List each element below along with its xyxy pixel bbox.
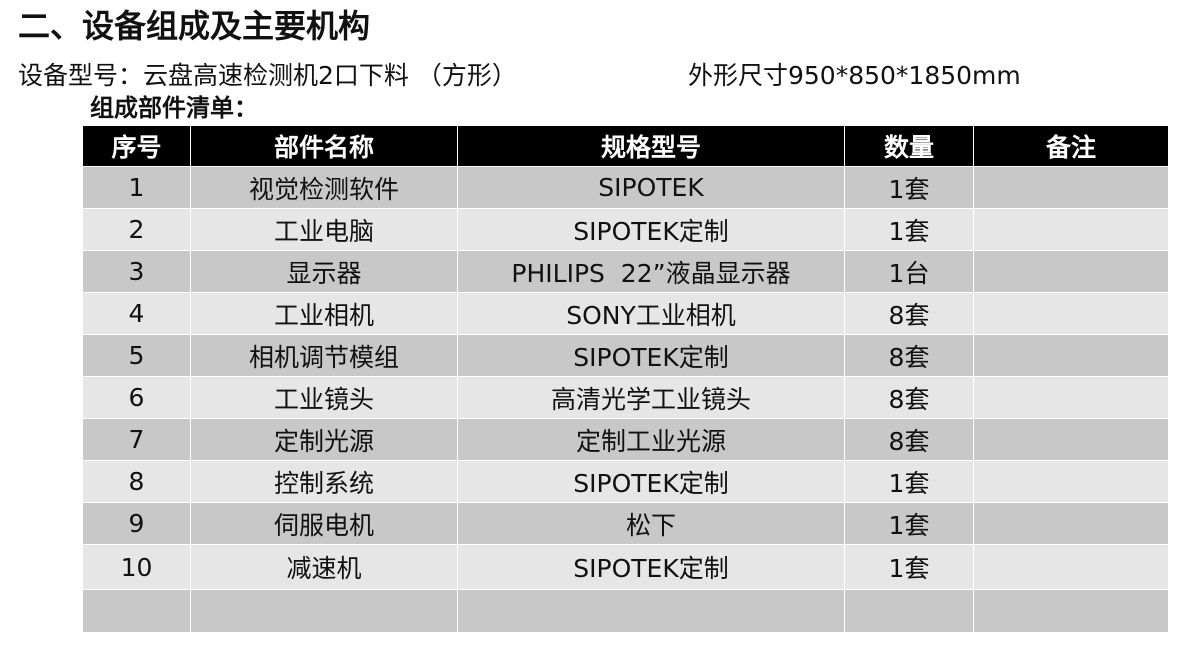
table-row: 9 伺服电机 松下 1套 [82,502,1169,545]
cell-spec: SIPOTEK定制 [457,334,845,377]
cell-spec: 松下 [457,502,845,545]
cell-index: 2 [82,208,191,251]
cell-spec: SIPOTEK定制 [457,208,845,251]
parts-list-title: 组成部件清单： [90,94,258,122]
cell-index: 8 [82,460,191,503]
table-row: 1 视觉检测软件 SIPOTEK 1套 [82,166,1169,209]
cell-part-name: 控制系统 [190,460,458,503]
dimensions-text: 外形尺寸950*850*1850mm [688,61,1021,90]
cell-quantity: 1套 [844,502,974,545]
cell-part-name: 视觉检测软件 [190,166,458,209]
cell-spec: SIPOTEK定制 [457,460,845,503]
cell-remarks [973,292,1169,335]
cell-spec: SIPOTEK [457,166,845,209]
cell-remarks [973,334,1169,377]
table-row-empty [82,589,1169,633]
cell-quantity: 1套 [844,208,974,251]
cell-index: 6 [82,376,191,419]
cell-part-name: 伺服电机 [190,502,458,545]
header-index: 序号 [82,125,191,167]
table-row: 7 定制光源 定制工业光源 8套 [82,418,1169,461]
model-value: 云盘高速检测机2口下料 （方形） [143,61,517,90]
cell-quantity: 1套 [844,460,974,503]
cell-part-name: 显示器 [190,250,458,293]
cell-quantity: 1套 [844,544,974,590]
table-row: 5 相机调节模组 SIPOTEK定制 8套 [82,334,1169,377]
cell-part-name: 工业镜头 [190,376,458,419]
cell-index: 10 [82,544,191,590]
table-row: 8 控制系统 SIPOTEK定制 1套 [82,460,1169,503]
cell-remarks [973,418,1169,461]
cell-index: 5 [82,334,191,377]
cell-remarks [973,460,1169,503]
cell-remarks [973,250,1169,293]
table-row: 4 工业相机 SONY工业相机 8套 [82,292,1169,335]
cell-part-name: 减速机 [190,544,458,590]
header-remarks: 备注 [973,125,1169,167]
cell-spec: SONY工业相机 [457,292,845,335]
cell-part-name: 工业电脑 [190,208,458,251]
cell-remarks [973,589,1169,633]
model-line: 设备型号：云盘高速检测机2口下料 （方形） [18,58,517,94]
cell-spec: 高清光学工业镜头 [457,376,845,419]
cell-index: 7 [82,418,191,461]
cell-spec: PHILIPS 22”液晶显示器 [457,250,845,293]
cell-index: 4 [82,292,191,335]
cell-spec: 定制工业光源 [457,418,845,461]
table-row: 6 工业镜头 高清光学工业镜头 8套 [82,376,1169,419]
cell-quantity: 8套 [844,376,974,419]
cell-part-name: 相机调节模组 [190,334,458,377]
cell-quantity: 8套 [844,418,974,461]
cell-index: 3 [82,250,191,293]
cell-quantity: 8套 [844,334,974,377]
cell-index: 1 [82,166,191,209]
cell-remarks [973,544,1169,590]
header-quantity: 数量 [844,125,974,167]
table-row: 2 工业电脑 SIPOTEK定制 1套 [82,208,1169,251]
cell-remarks [973,208,1169,251]
header-part-name: 部件名称 [190,125,458,167]
cell-remarks [973,502,1169,545]
cell-quantity: 8套 [844,292,974,335]
header-spec: 规格型号 [457,125,845,167]
cell-remarks [973,376,1169,419]
cell-index [82,589,191,633]
cell-remarks [973,166,1169,209]
cell-quantity: 1套 [844,166,974,209]
parts-table: 序号 部件名称 规格型号 数量 备注 1 视觉检测软件 SIPOTEK 1套 2… [82,125,1169,633]
table-row: 3 显示器 PHILIPS 22”液晶显示器 1台 [82,250,1169,293]
cell-part-name: 工业相机 [190,292,458,335]
cell-quantity: 1台 [844,250,974,293]
cell-part-name [190,589,458,633]
table-header-row: 序号 部件名称 规格型号 数量 备注 [82,125,1169,167]
cell-quantity [844,589,974,633]
model-label: 设备型号： [18,61,144,90]
cell-part-name: 定制光源 [190,418,458,461]
cell-spec [457,589,845,633]
section-heading: 二、设备组成及主要机构 [18,7,371,45]
table-row: 10 减速机 SIPOTEK定制 1套 [82,544,1169,590]
cell-index: 9 [82,502,191,545]
cell-spec: SIPOTEK定制 [457,544,845,590]
